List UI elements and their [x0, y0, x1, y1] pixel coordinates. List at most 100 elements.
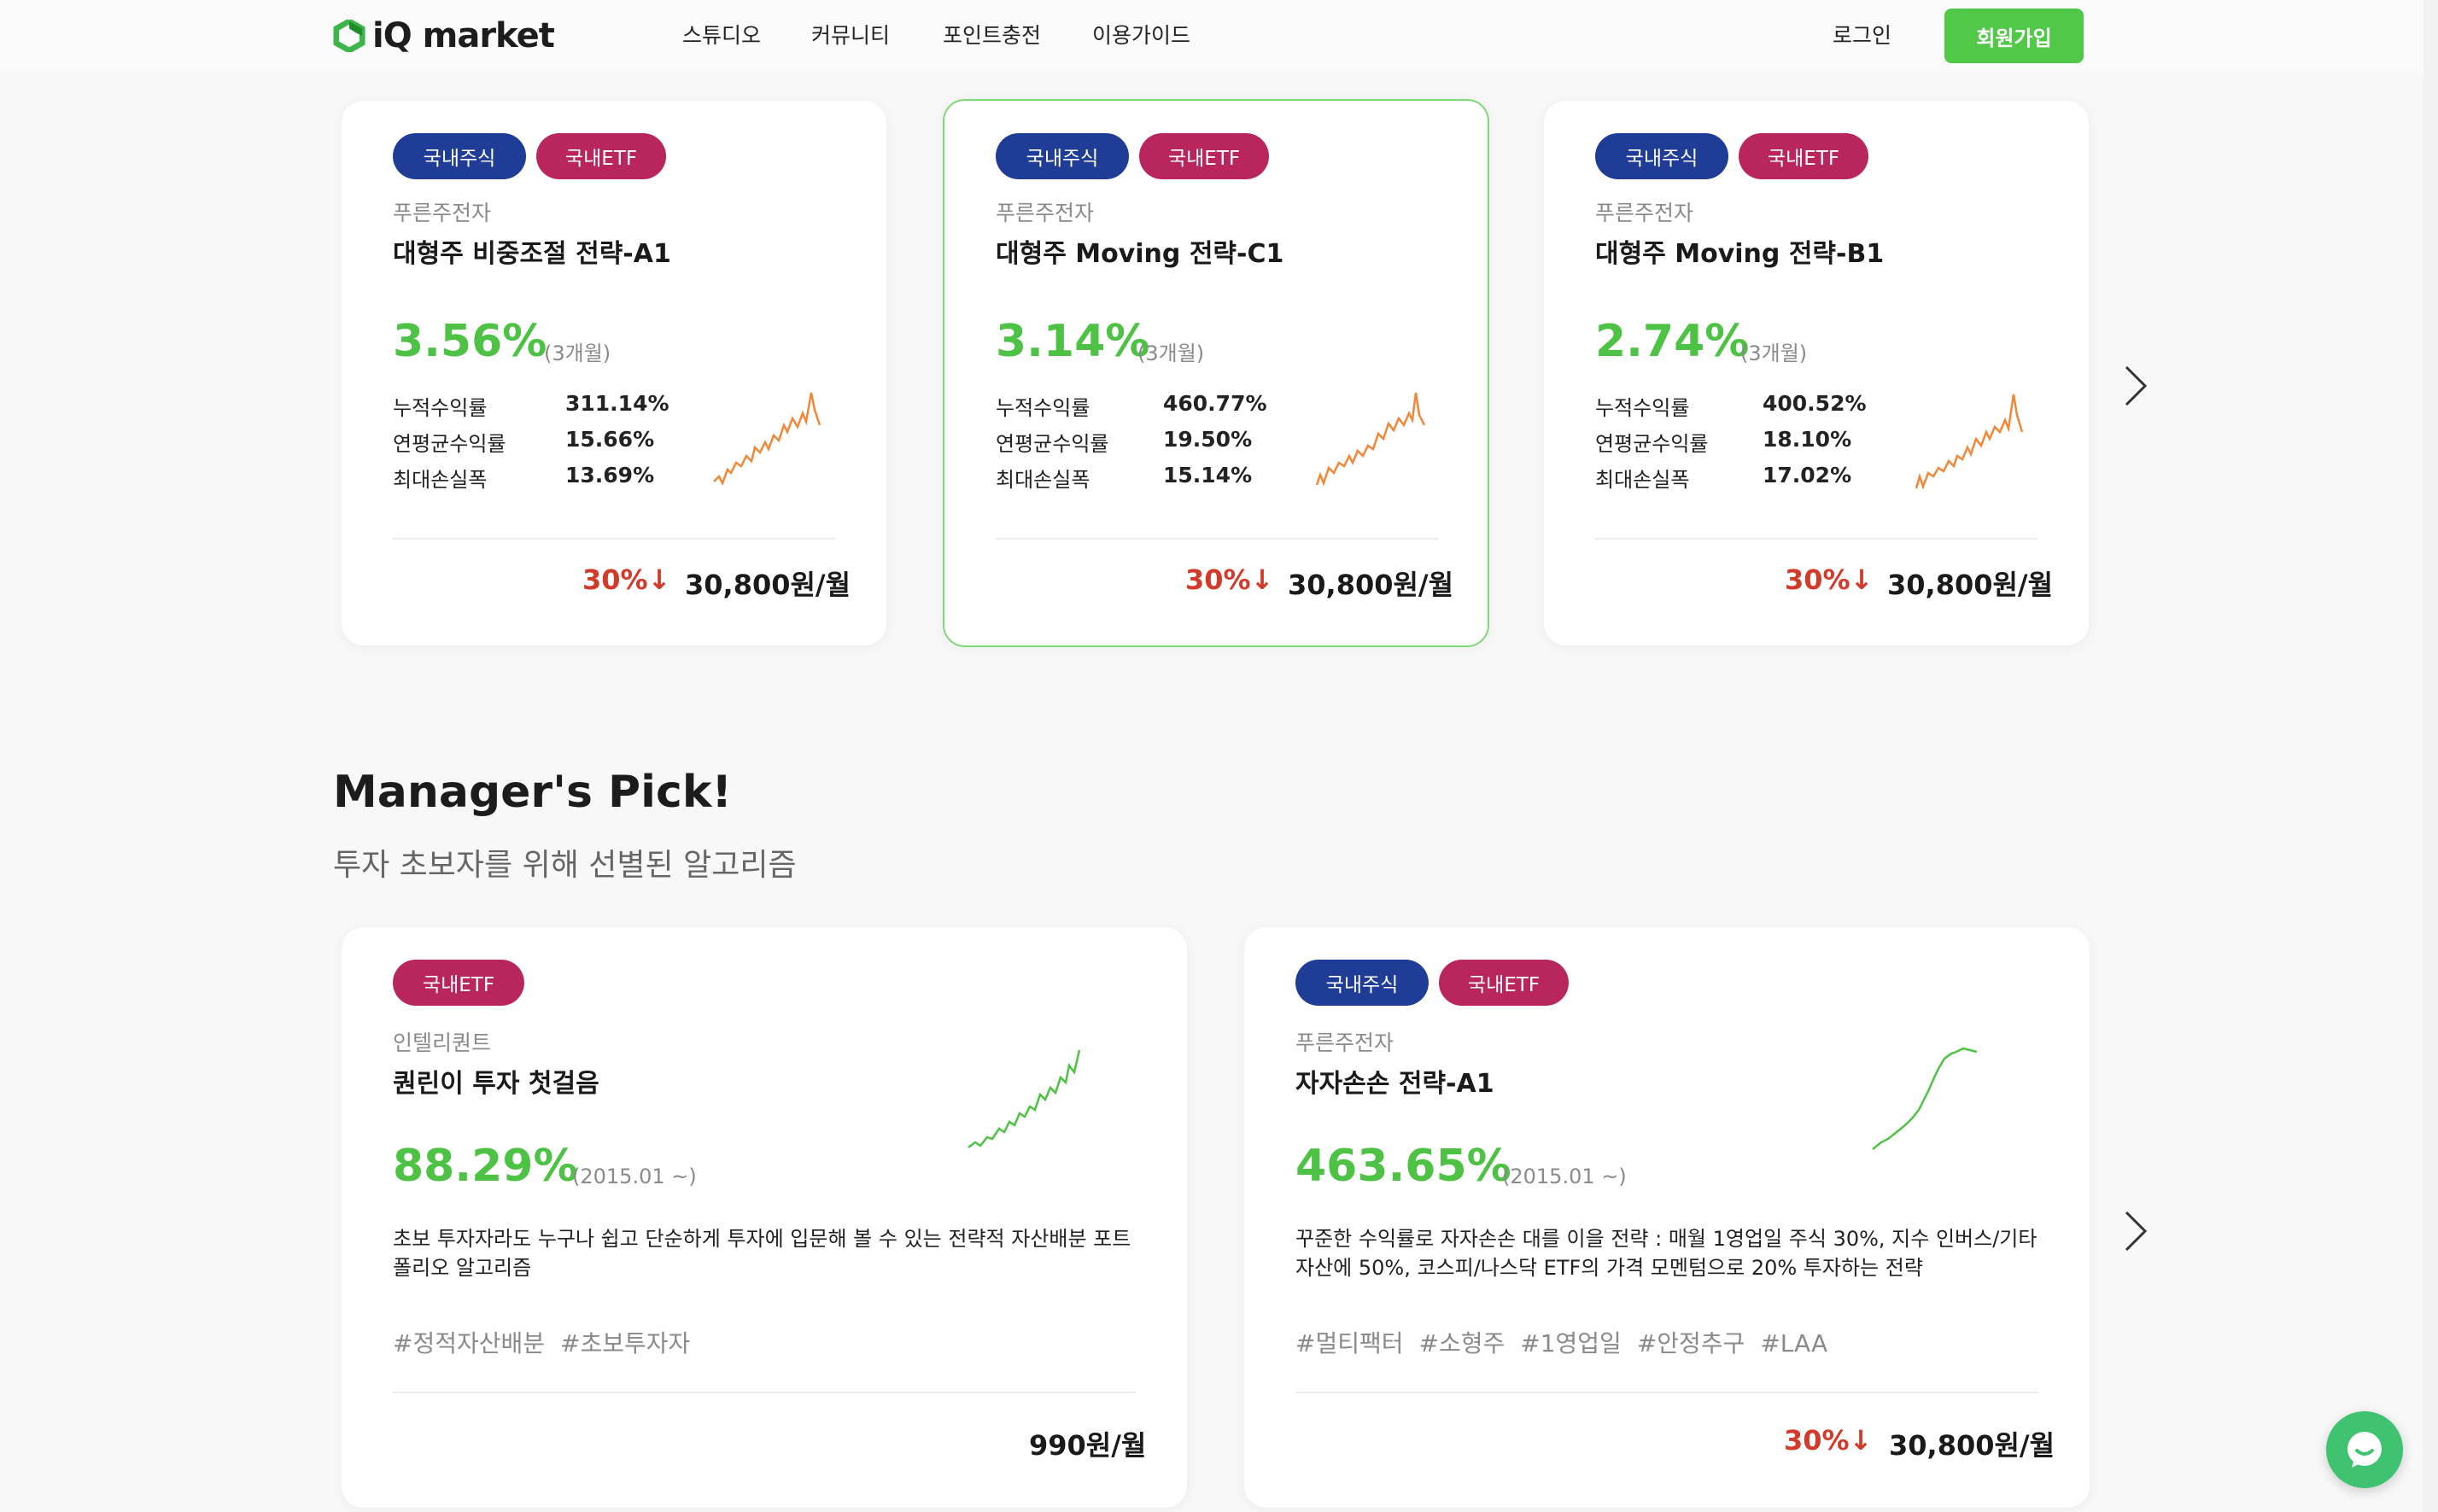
tag-domestic-stock: 국내주식 — [1595, 133, 1728, 179]
return-value: 2.74% — [1595, 316, 1750, 367]
hashtag[interactable]: #초보투자자 — [560, 1329, 691, 1357]
return-period: (3개월) — [1137, 342, 1205, 365]
sparkline-chart — [1315, 392, 1426, 487]
tag-domestic-etf: 국내ETF — [393, 960, 524, 1006]
section-title: Manager's Pick! — [333, 767, 733, 818]
chevron-right-icon[interactable] — [2118, 360, 2152, 412]
card-divider — [996, 538, 1438, 540]
tag-domestic-etf: 국내ETF — [1439, 960, 1569, 1006]
tag-domestic-etf: 국내ETF — [536, 133, 666, 179]
metric-label: 최대손실폭 — [393, 468, 488, 492]
metric-value: 15.66% — [565, 427, 655, 452]
chat-bubble-icon — [2347, 1432, 2382, 1468]
hashtag[interactable]: #소형주 — [1418, 1329, 1505, 1357]
down-arrow-icon: ↓ — [1850, 563, 1874, 596]
sparkline-chart — [1872, 1047, 1978, 1150]
price: 30,800원/월 — [1889, 1429, 2055, 1462]
metric-value: 17.02% — [1763, 463, 1852, 487]
strategy-name: 퀀린이 투자 첫걸음 — [393, 1069, 599, 1099]
hashtag[interactable]: #LAA — [1760, 1329, 1828, 1357]
strategy-card[interactable]: 국내주식 국내ETF 푸른주전자 대형주 Moving 전략-B1 2.74% … — [1544, 101, 2089, 645]
sparkline-chart — [713, 392, 821, 487]
tag-domestic-stock: 국내주식 — [393, 133, 526, 179]
metric-label: 누적수익률 — [1595, 396, 1690, 420]
return-period: (3개월) — [1740, 342, 1808, 365]
metric-value: 18.10% — [1763, 427, 1852, 452]
hashtag-list: #정적자산배분 #초보투자자 — [393, 1325, 705, 1359]
strategy-name: 대형주 Moving 전략-C1 — [996, 239, 1284, 269]
discount-rate: 30%↓ — [1785, 563, 1874, 596]
tag-domestic-stock: 국내주식 — [996, 133, 1129, 179]
provider-name: 푸른주전자 — [1295, 1030, 1394, 1055]
logo-text: iQ market — [372, 16, 555, 55]
signup-button[interactable]: 회원가입 — [1944, 9, 2084, 63]
chat-button[interactable] — [2326, 1411, 2403, 1488]
login-link[interactable]: 로그인 — [1833, 23, 1892, 48]
price: 30,800원/월 — [1887, 569, 2054, 601]
metric-label: 최대손실폭 — [1595, 468, 1690, 492]
pick-card[interactable]: 국내ETF 인텔리퀀트 퀀린이 투자 첫걸음 88.29% (2015.01 ~… — [342, 927, 1187, 1508]
price: 30,800원/월 — [1288, 569, 1454, 601]
metric-value: 311.14% — [565, 391, 669, 416]
card-divider — [1295, 1392, 2038, 1393]
metric-value: 460.77% — [1163, 391, 1267, 416]
metric-value: 15.14% — [1163, 463, 1253, 487]
tag-domestic-etf: 국내ETF — [1139, 133, 1269, 179]
return-value: 3.56% — [393, 316, 547, 367]
strategy-description: 꾸준한 수익률로 자자손손 대를 이을 전략 : 매월 1영업일 주식 30%,… — [1295, 1227, 2038, 1280]
hashtag-list: #멀티팩터 #소형주 #1영업일 #안정추구 #LAA — [1295, 1325, 1843, 1359]
site-header: iQ market 스튜디오 커뮤니티 포인트충전 이용가이드 로그인 회원가입 — [0, 0, 2438, 72]
card-divider — [1595, 538, 2038, 540]
nav-community[interactable]: 커뮤니티 — [811, 23, 891, 48]
hashtag[interactable]: #1영업일 — [1520, 1329, 1622, 1357]
hashtag[interactable]: #멀티팩터 — [1295, 1329, 1404, 1357]
strategy-card[interactable]: 국내주식 국내ETF 푸른주전자 대형주 비중조절 전략-A1 3.56% (3… — [342, 101, 886, 645]
chevron-right-icon[interactable] — [2118, 1206, 2152, 1257]
down-arrow-icon: ↓ — [1849, 1424, 1873, 1457]
metric-label: 누적수익률 — [996, 396, 1090, 420]
metric-value: 13.69% — [565, 463, 655, 487]
metric-label: 연평균수익률 — [393, 432, 506, 456]
nav-point-charge[interactable]: 포인트충전 — [943, 23, 1042, 48]
card-divider — [393, 1392, 1136, 1393]
discount-rate: 30%↓ — [582, 563, 671, 596]
nav-studio[interactable]: 스튜디오 — [682, 23, 762, 48]
hashtag[interactable]: #안정추구 — [1636, 1329, 1745, 1357]
strategy-name: 자자손손 전략-A1 — [1295, 1069, 1494, 1099]
section-subtitle: 투자 초보자를 위해 선별된 알고리즘 — [333, 848, 797, 883]
logo-hexagon-icon — [333, 20, 365, 52]
return-value: 88.29% — [393, 1141, 578, 1192]
sparkline-chart — [1915, 394, 2024, 490]
metric-value: 19.50% — [1163, 427, 1253, 452]
metric-label: 최대손실폭 — [996, 468, 1090, 492]
return-period: (2015.01 ~) — [572, 1165, 697, 1188]
provider-name: 푸른주전자 — [996, 201, 1095, 225]
nav-guide[interactable]: 이용가이드 — [1092, 23, 1191, 48]
strategy-name: 대형주 비중조절 전략-A1 — [393, 239, 671, 269]
return-value: 3.14% — [996, 316, 1150, 367]
return-period: (3개월) — [544, 342, 611, 365]
tag-domestic-etf: 국내ETF — [1739, 133, 1868, 179]
hashtag[interactable]: #정적자산배분 — [393, 1329, 546, 1357]
discount-rate: 30%↓ — [1784, 1424, 1873, 1457]
strategy-description: 초보 투자자라도 누구나 쉽고 단순하게 투자에 입문해 볼 수 있는 전략적 … — [393, 1227, 1131, 1280]
provider-name: 푸른주전자 — [1595, 201, 1694, 225]
down-arrow-icon: ↓ — [1250, 563, 1274, 596]
metric-label: 연평균수익률 — [1595, 432, 1709, 456]
return-period: (2015.01 ~) — [1502, 1165, 1627, 1188]
metric-value: 400.52% — [1763, 391, 1867, 416]
sparkline-chart — [968, 1049, 1081, 1148]
tag-domestic-stock: 국내주식 — [1295, 960, 1429, 1006]
discount-rate: 30%↓ — [1185, 563, 1274, 596]
provider-name: 푸른주전자 — [393, 201, 492, 225]
logo[interactable]: iQ market — [333, 12, 555, 60]
strategy-name: 대형주 Moving 전략-B1 — [1595, 239, 1885, 269]
metric-label: 연평균수익률 — [996, 432, 1109, 456]
scrollbar[interactable] — [2423, 0, 2438, 1512]
price: 990원/월 — [1029, 1429, 1147, 1462]
pick-card[interactable]: 국내주식 국내ETF 푸른주전자 자자손손 전략-A1 463.65% (201… — [1244, 927, 2090, 1508]
metric-label: 누적수익률 — [393, 396, 488, 420]
return-value: 463.65% — [1295, 1141, 1511, 1192]
price: 30,800원/월 — [685, 569, 851, 601]
strategy-card[interactable]: 국내주식 국내ETF 푸른주전자 대형주 Moving 전략-C1 3.14% … — [943, 99, 1489, 647]
